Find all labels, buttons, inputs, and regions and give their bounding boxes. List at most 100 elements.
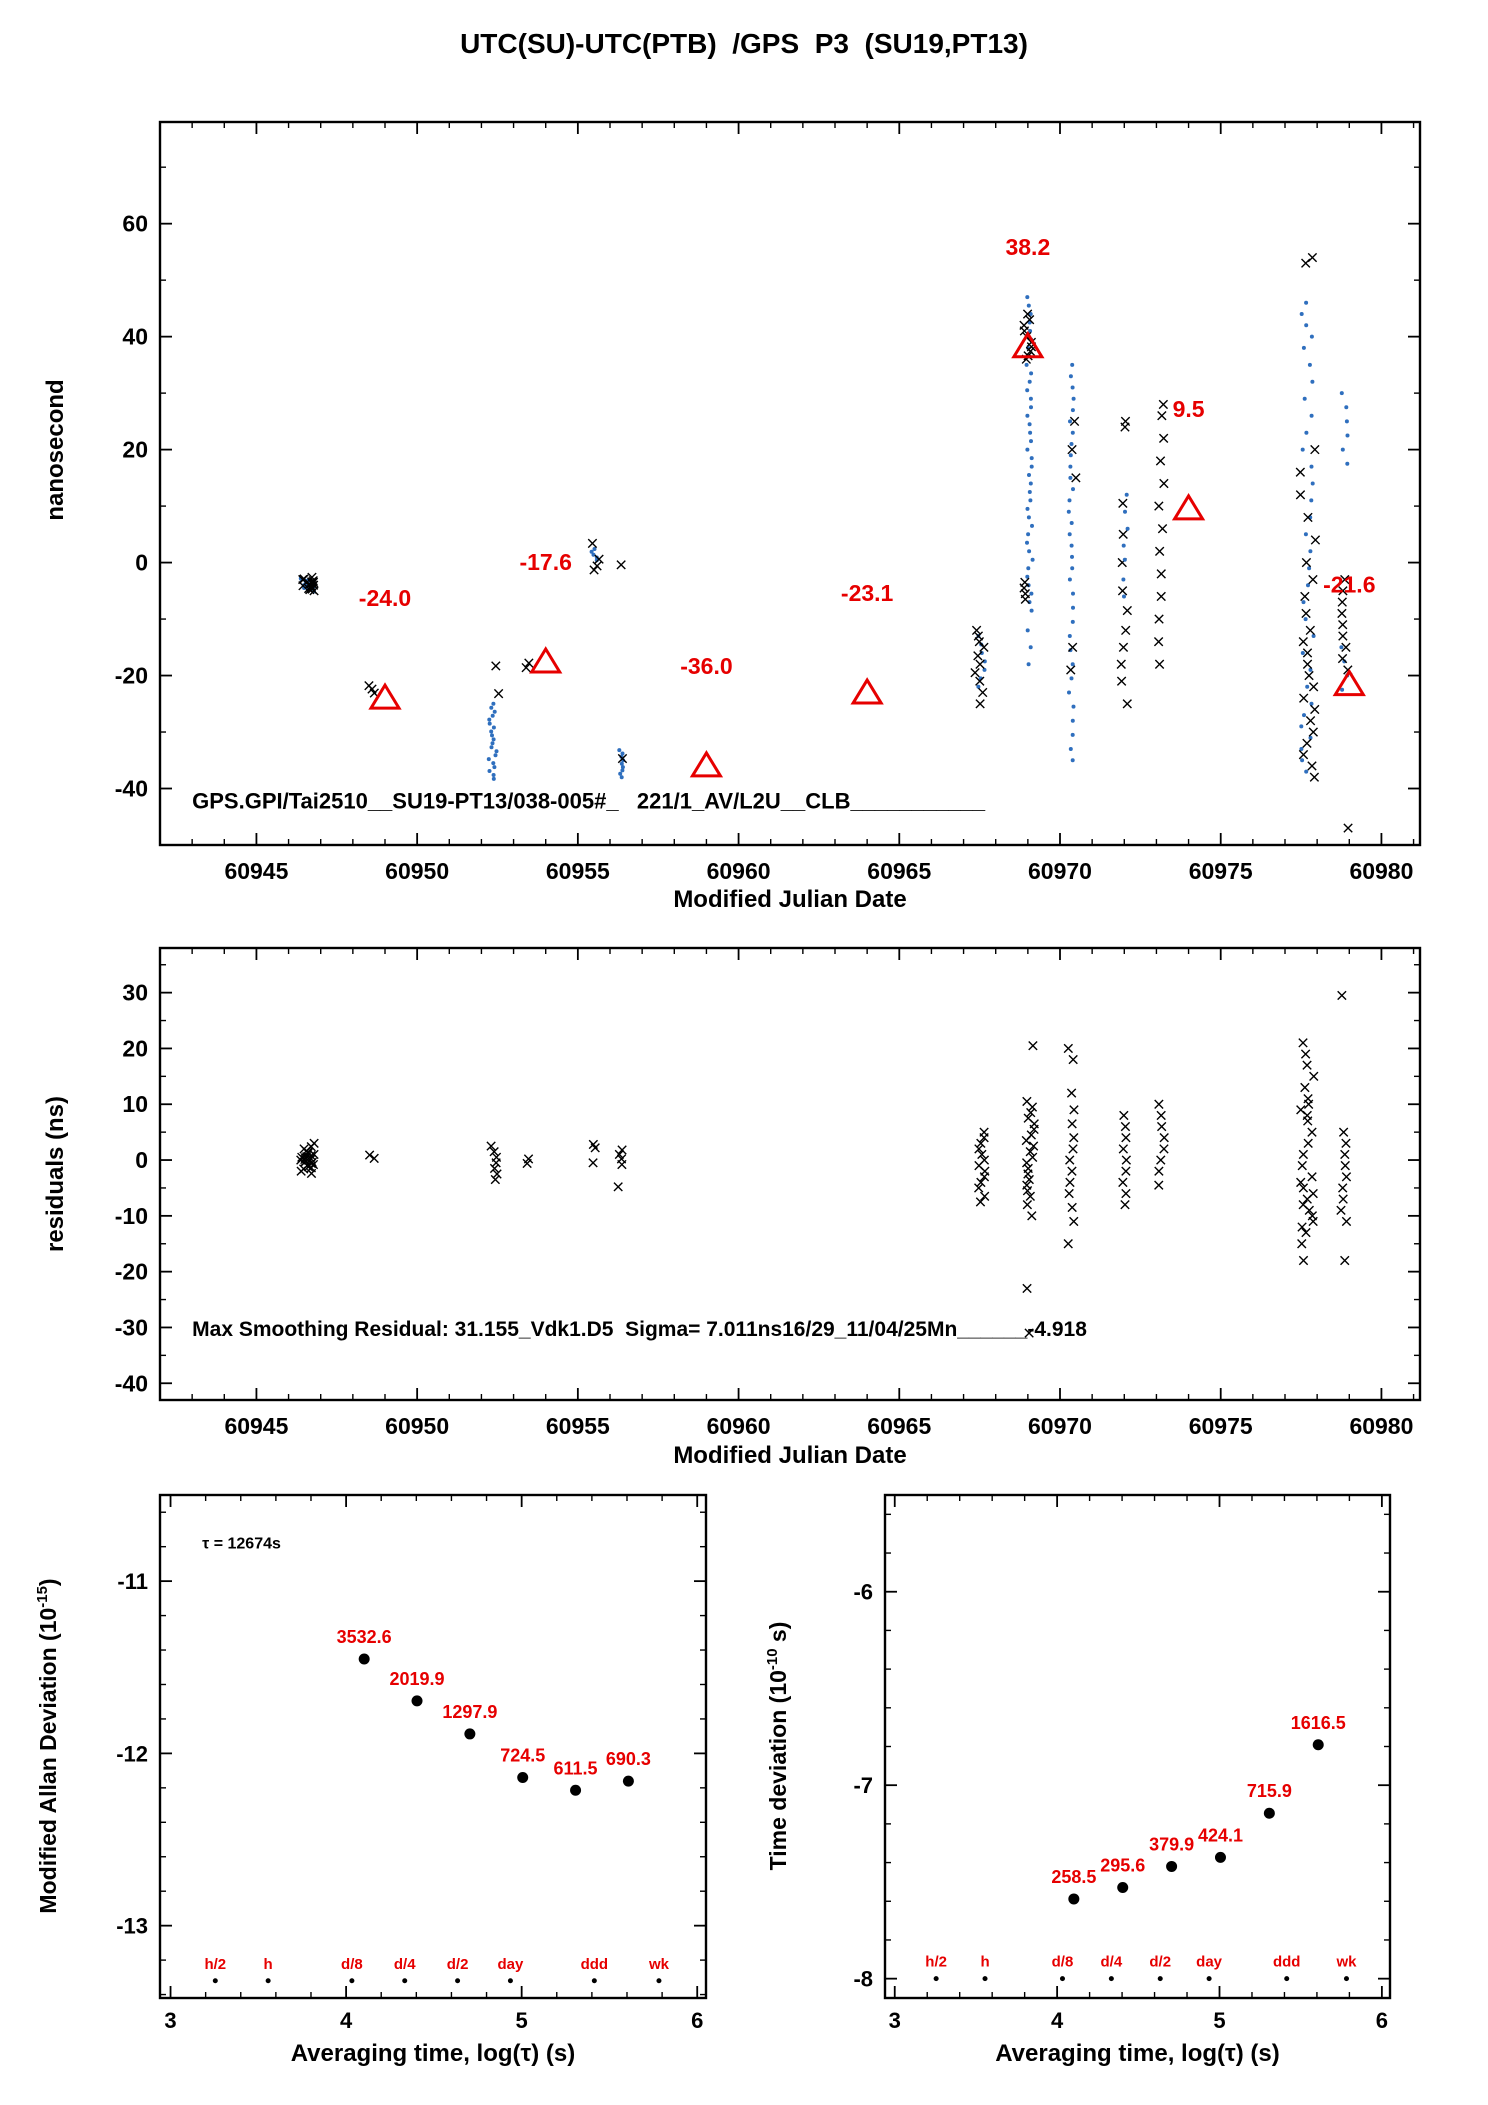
- scatter-point-x: [613, 1182, 623, 1192]
- scatter-point-dot: [1340, 447, 1345, 452]
- scatter-point-x: [1337, 597, 1347, 607]
- scatter-point-x: [1159, 478, 1169, 489]
- scatter-point-dot: [591, 552, 596, 557]
- smoothed-triangle: [1011, 330, 1045, 359]
- scatter-point-x: [588, 1158, 598, 1168]
- scatter-point-dot: [1067, 577, 1072, 582]
- scatter-point-dot: [1311, 634, 1316, 638]
- y-tick-label: 40: [122, 324, 148, 350]
- scatter-point-dot: [1070, 758, 1075, 763]
- triangle-label: 9.5: [1173, 396, 1205, 422]
- scatter-point-dot: [1029, 405, 1033, 410]
- scatter-point-dot: [490, 741, 495, 746]
- scatter-point-x: [1337, 653, 1348, 664]
- scatter-point-dot: [1071, 605, 1075, 610]
- scatter-point-x: [1156, 569, 1166, 579]
- scatter-point-x: [1071, 473, 1081, 483]
- scatter-point-x: [616, 560, 626, 570]
- chart-residuals: 60945 60950 60955 60960 60965 60970 60975 60980…: [115, 946, 1422, 1439]
- scatter-point-dot: [1026, 662, 1031, 667]
- smoothed-triangle: [689, 750, 724, 778]
- scatter-point-dot: [1310, 379, 1315, 384]
- x-tick-label: 60980: [1349, 1413, 1413, 1439]
- scatter-point-x: [1158, 433, 1169, 444]
- scatter-point-x: [1022, 1199, 1033, 1210]
- scatter-point-dot: [1307, 362, 1312, 367]
- scatter-point-dot: [1308, 735, 1313, 740]
- scatter-point-x: [1019, 583, 1029, 593]
- y-tick-label: -6: [853, 1580, 873, 1605]
- scatter-point-x: [1336, 1205, 1346, 1215]
- scatter-point-x: [1298, 1255, 1309, 1266]
- scatter-point-x: [1300, 591, 1310, 602]
- tau-label: d/4: [394, 1956, 416, 1973]
- residuals-xlabel: Modified Julian Date: [673, 1442, 907, 1469]
- scatter-point-x: [1065, 1155, 1075, 1165]
- x-tick-label: 60965: [867, 1413, 931, 1439]
- dev-point: [1312, 1739, 1324, 1751]
- scatter-point-dot: [1070, 732, 1075, 737]
- scatter-point-dot: [1070, 662, 1075, 667]
- scatter-point-x: [979, 1172, 990, 1182]
- scatter-point-dot: [1122, 594, 1126, 599]
- y-tick-label: -30: [115, 1314, 148, 1340]
- scatter-point-dot: [1029, 591, 1034, 596]
- scatter-point-x: [1302, 1110, 1312, 1121]
- x-tick-label: 60945: [224, 1413, 288, 1439]
- scatter-point-dot: [1027, 379, 1032, 384]
- scatter-point-x: [1307, 1211, 1318, 1221]
- x-tick-label: 60950: [385, 858, 449, 884]
- tdev-ylabel-sup: -10: [764, 1648, 782, 1671]
- tau-dot: [1059, 1976, 1065, 1982]
- scatter-point-dot: [1025, 413, 1030, 418]
- scatter-point-x: [1307, 1172, 1317, 1182]
- scatter-point-x: [1154, 1180, 1164, 1190]
- scatter-point-x: [974, 1183, 984, 1193]
- scatter-point-x: [1159, 1144, 1169, 1154]
- scatter-point-x: [1298, 1149, 1309, 1160]
- scatter-point-x: [1121, 1188, 1131, 1199]
- scatter-point-x: [1118, 1144, 1129, 1154]
- x-tick-label: 60950: [385, 1413, 449, 1439]
- tau-dot: [933, 1976, 939, 1982]
- scatter-point-dot: [1069, 676, 1074, 681]
- scatter-point-x: [1310, 704, 1320, 715]
- scatter-point-dot: [1339, 645, 1344, 650]
- scatter-point-x: [1117, 586, 1128, 596]
- scatter-point-x: [1022, 1283, 1032, 1294]
- dev-point-label: 715.9: [1247, 1781, 1292, 1801]
- scatter-point-x: [1154, 546, 1165, 556]
- scatter-point-x: [1069, 416, 1080, 427]
- tau-label: d/2: [447, 1956, 469, 1973]
- scatter-point-x: [1341, 1216, 1352, 1227]
- tau-label: h/2: [925, 1954, 947, 1971]
- scatter-point-dot: [592, 547, 597, 551]
- scatter-point-x: [594, 554, 604, 564]
- scatter-point-x: [1154, 659, 1165, 669]
- scatter-point-dot: [1026, 515, 1031, 520]
- scatter-point-dot: [1069, 521, 1074, 525]
- scatter-point-x: [1307, 252, 1318, 263]
- scatter-point-dot: [1309, 701, 1314, 706]
- triangle-label: -21.6: [1323, 572, 1375, 598]
- scatter-point-x: [1298, 1183, 1309, 1193]
- scatter-point-x: [1298, 749, 1309, 760]
- scatter-point-dot: [1300, 758, 1305, 763]
- plot-frame: [158, 120, 1422, 847]
- scatter-point-x: [975, 659, 985, 669]
- scatter-point-x: [975, 676, 985, 686]
- scatter-point-x: [305, 584, 315, 595]
- scatter-point-dot: [1122, 557, 1127, 562]
- scatter-point-x: [1296, 1177, 1306, 1188]
- scatter-point-x: [1118, 1177, 1128, 1188]
- scatter-point-x: [524, 658, 534, 668]
- residuals-ylabel: residuals (ns): [42, 1095, 69, 1253]
- scatter-point-x: [1338, 1194, 1348, 1204]
- scatter-point-dot: [1066, 509, 1071, 514]
- scatter-point-x: [1068, 1144, 1078, 1154]
- scatter-point-x: [1297, 1239, 1307, 1249]
- smoothed-triangle: [368, 682, 402, 710]
- tau-dot: [591, 1978, 597, 1984]
- scatter-point-x: [1063, 1043, 1074, 1054]
- scatter-point-dot: [1344, 419, 1349, 424]
